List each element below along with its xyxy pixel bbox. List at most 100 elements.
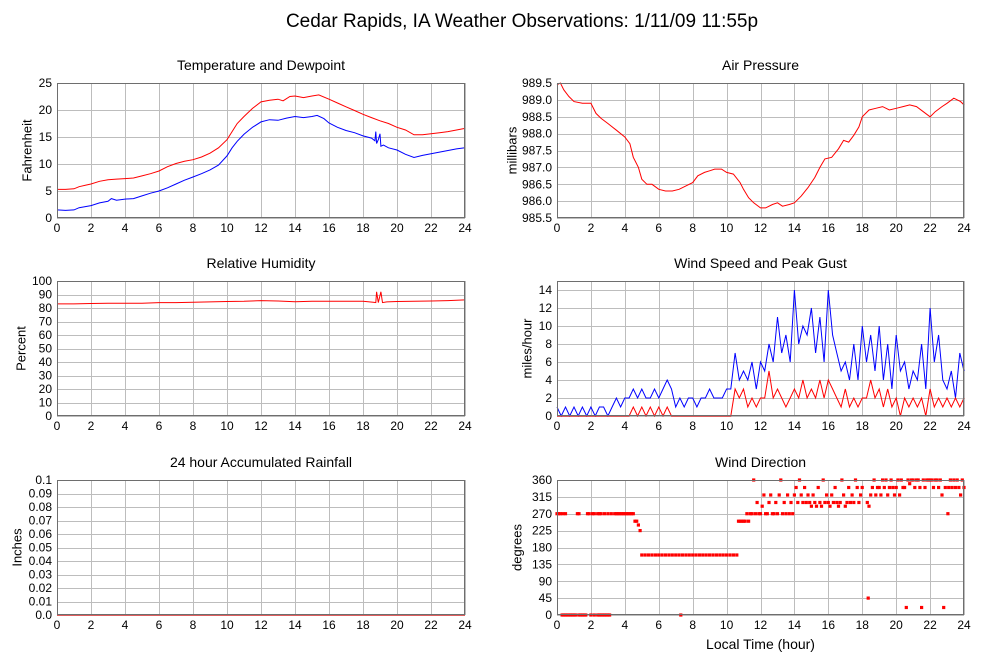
x-tick-label: 8 xyxy=(190,419,197,433)
y-tick-label: 0.08 xyxy=(29,500,53,514)
x-tick-label: 24 xyxy=(957,221,971,235)
y-tick-label: 0.1 xyxy=(35,473,52,487)
data-point xyxy=(787,512,791,516)
x-tick-label: 2 xyxy=(588,419,595,433)
data-point xyxy=(869,493,873,497)
data-point xyxy=(799,493,803,497)
data-point xyxy=(636,523,640,527)
data-point xyxy=(874,493,878,497)
chart-title: Temperature and Dewpoint xyxy=(177,57,345,73)
chart-title: Air Pressure xyxy=(722,57,799,73)
y-tick-label: 986.0 xyxy=(522,194,552,208)
y-axis-label: Fahrenheit xyxy=(20,119,35,182)
y-tick-label: 988.0 xyxy=(522,127,552,141)
y-tick-label: 0 xyxy=(45,409,52,423)
x-tick-label: 10 xyxy=(720,419,734,433)
data-point xyxy=(875,485,880,490)
data-point xyxy=(647,553,651,557)
data-point xyxy=(959,493,963,497)
data-point xyxy=(865,500,869,505)
y-tick-label: 0.07 xyxy=(29,514,53,528)
y-tick-label: 40 xyxy=(39,355,53,369)
chart-3: 0 2 4 6 8 10 12 14 16 18 20 22 240102030405060708090… xyxy=(14,255,472,433)
data-point xyxy=(806,493,810,497)
x-tick-label: 10 xyxy=(220,618,234,632)
y-tick-label: 270 xyxy=(532,507,552,521)
x-tick-label: 16 xyxy=(822,618,836,632)
data-point xyxy=(718,553,722,557)
x-tick-label: 18 xyxy=(856,221,870,235)
data-point xyxy=(931,485,936,490)
data-point xyxy=(923,485,927,490)
y-tick-label: 20 xyxy=(39,382,53,396)
x-tick-label: 8 xyxy=(190,221,197,235)
data-point xyxy=(877,485,881,490)
x-tick-label: 8 xyxy=(190,618,197,632)
y-tick-label: 14 xyxy=(539,283,553,297)
data-point xyxy=(602,512,607,516)
data-point xyxy=(904,605,908,610)
y-tick-label: 45 xyxy=(539,591,553,605)
data-point xyxy=(750,512,754,516)
y-tick-label: 988.5 xyxy=(522,110,552,124)
y-tick-label: 985.5 xyxy=(522,211,552,225)
data-point xyxy=(701,553,705,557)
data-point xyxy=(808,500,812,505)
chart-5: 0 2 4 6 8 10 12 14 16 18 20 22 240.00.010.020.030.04… xyxy=(10,454,472,632)
data-point xyxy=(767,500,771,505)
x-tick-label: 10 xyxy=(220,419,234,433)
data-point xyxy=(887,485,891,490)
x-tick-label: 12 xyxy=(254,618,268,632)
x-tick-label: 8 xyxy=(689,419,696,433)
plot-area xyxy=(557,83,964,218)
data-point xyxy=(704,553,708,557)
y-tick-label: 0 xyxy=(45,211,52,225)
data-point xyxy=(619,512,623,516)
x-tick-label: 20 xyxy=(390,419,404,433)
data-point xyxy=(818,500,822,505)
data-point xyxy=(643,553,647,557)
x-tick-label: 18 xyxy=(356,419,370,433)
x-tick-label: 12 xyxy=(254,221,268,235)
y-tick-label: 0.02 xyxy=(29,581,53,595)
data-point xyxy=(898,493,902,497)
data-point xyxy=(764,512,768,516)
y-tick-label: 10 xyxy=(39,157,53,171)
data-point xyxy=(946,512,950,516)
x-tick-label: 2 xyxy=(88,221,95,235)
data-point xyxy=(770,512,774,516)
data-point xyxy=(882,485,886,490)
data-point xyxy=(819,504,824,508)
data-point xyxy=(758,512,763,516)
x-tick-label: 4 xyxy=(122,221,129,235)
data-point xyxy=(947,485,951,490)
data-point xyxy=(606,512,610,516)
data-point xyxy=(870,485,874,490)
x-tick-label: 14 xyxy=(788,618,802,632)
data-point xyxy=(738,519,742,523)
data-point xyxy=(866,596,870,600)
plot-frame xyxy=(557,83,964,218)
data-point xyxy=(848,500,852,505)
x-tick-label: 0 xyxy=(554,419,561,433)
series-group xyxy=(57,291,466,305)
data-point xyxy=(803,485,807,490)
data-point xyxy=(591,512,595,516)
data-point xyxy=(847,485,851,490)
data-point xyxy=(740,519,744,523)
data-point xyxy=(653,553,657,557)
x-tick-label: 6 xyxy=(655,221,662,235)
data-point xyxy=(784,512,788,516)
data-point xyxy=(755,500,759,505)
data-point xyxy=(753,512,757,516)
x-tick-label: 14 xyxy=(288,618,302,632)
y-tick-label: 986.5 xyxy=(522,177,552,191)
y-tick-label: 225 xyxy=(532,524,552,538)
y-axis-label: Inches xyxy=(10,528,25,567)
y-tick-label: 10 xyxy=(39,396,53,410)
y-tick-label: 989.5 xyxy=(522,76,552,90)
data-point xyxy=(694,553,698,557)
data-point xyxy=(804,500,808,505)
